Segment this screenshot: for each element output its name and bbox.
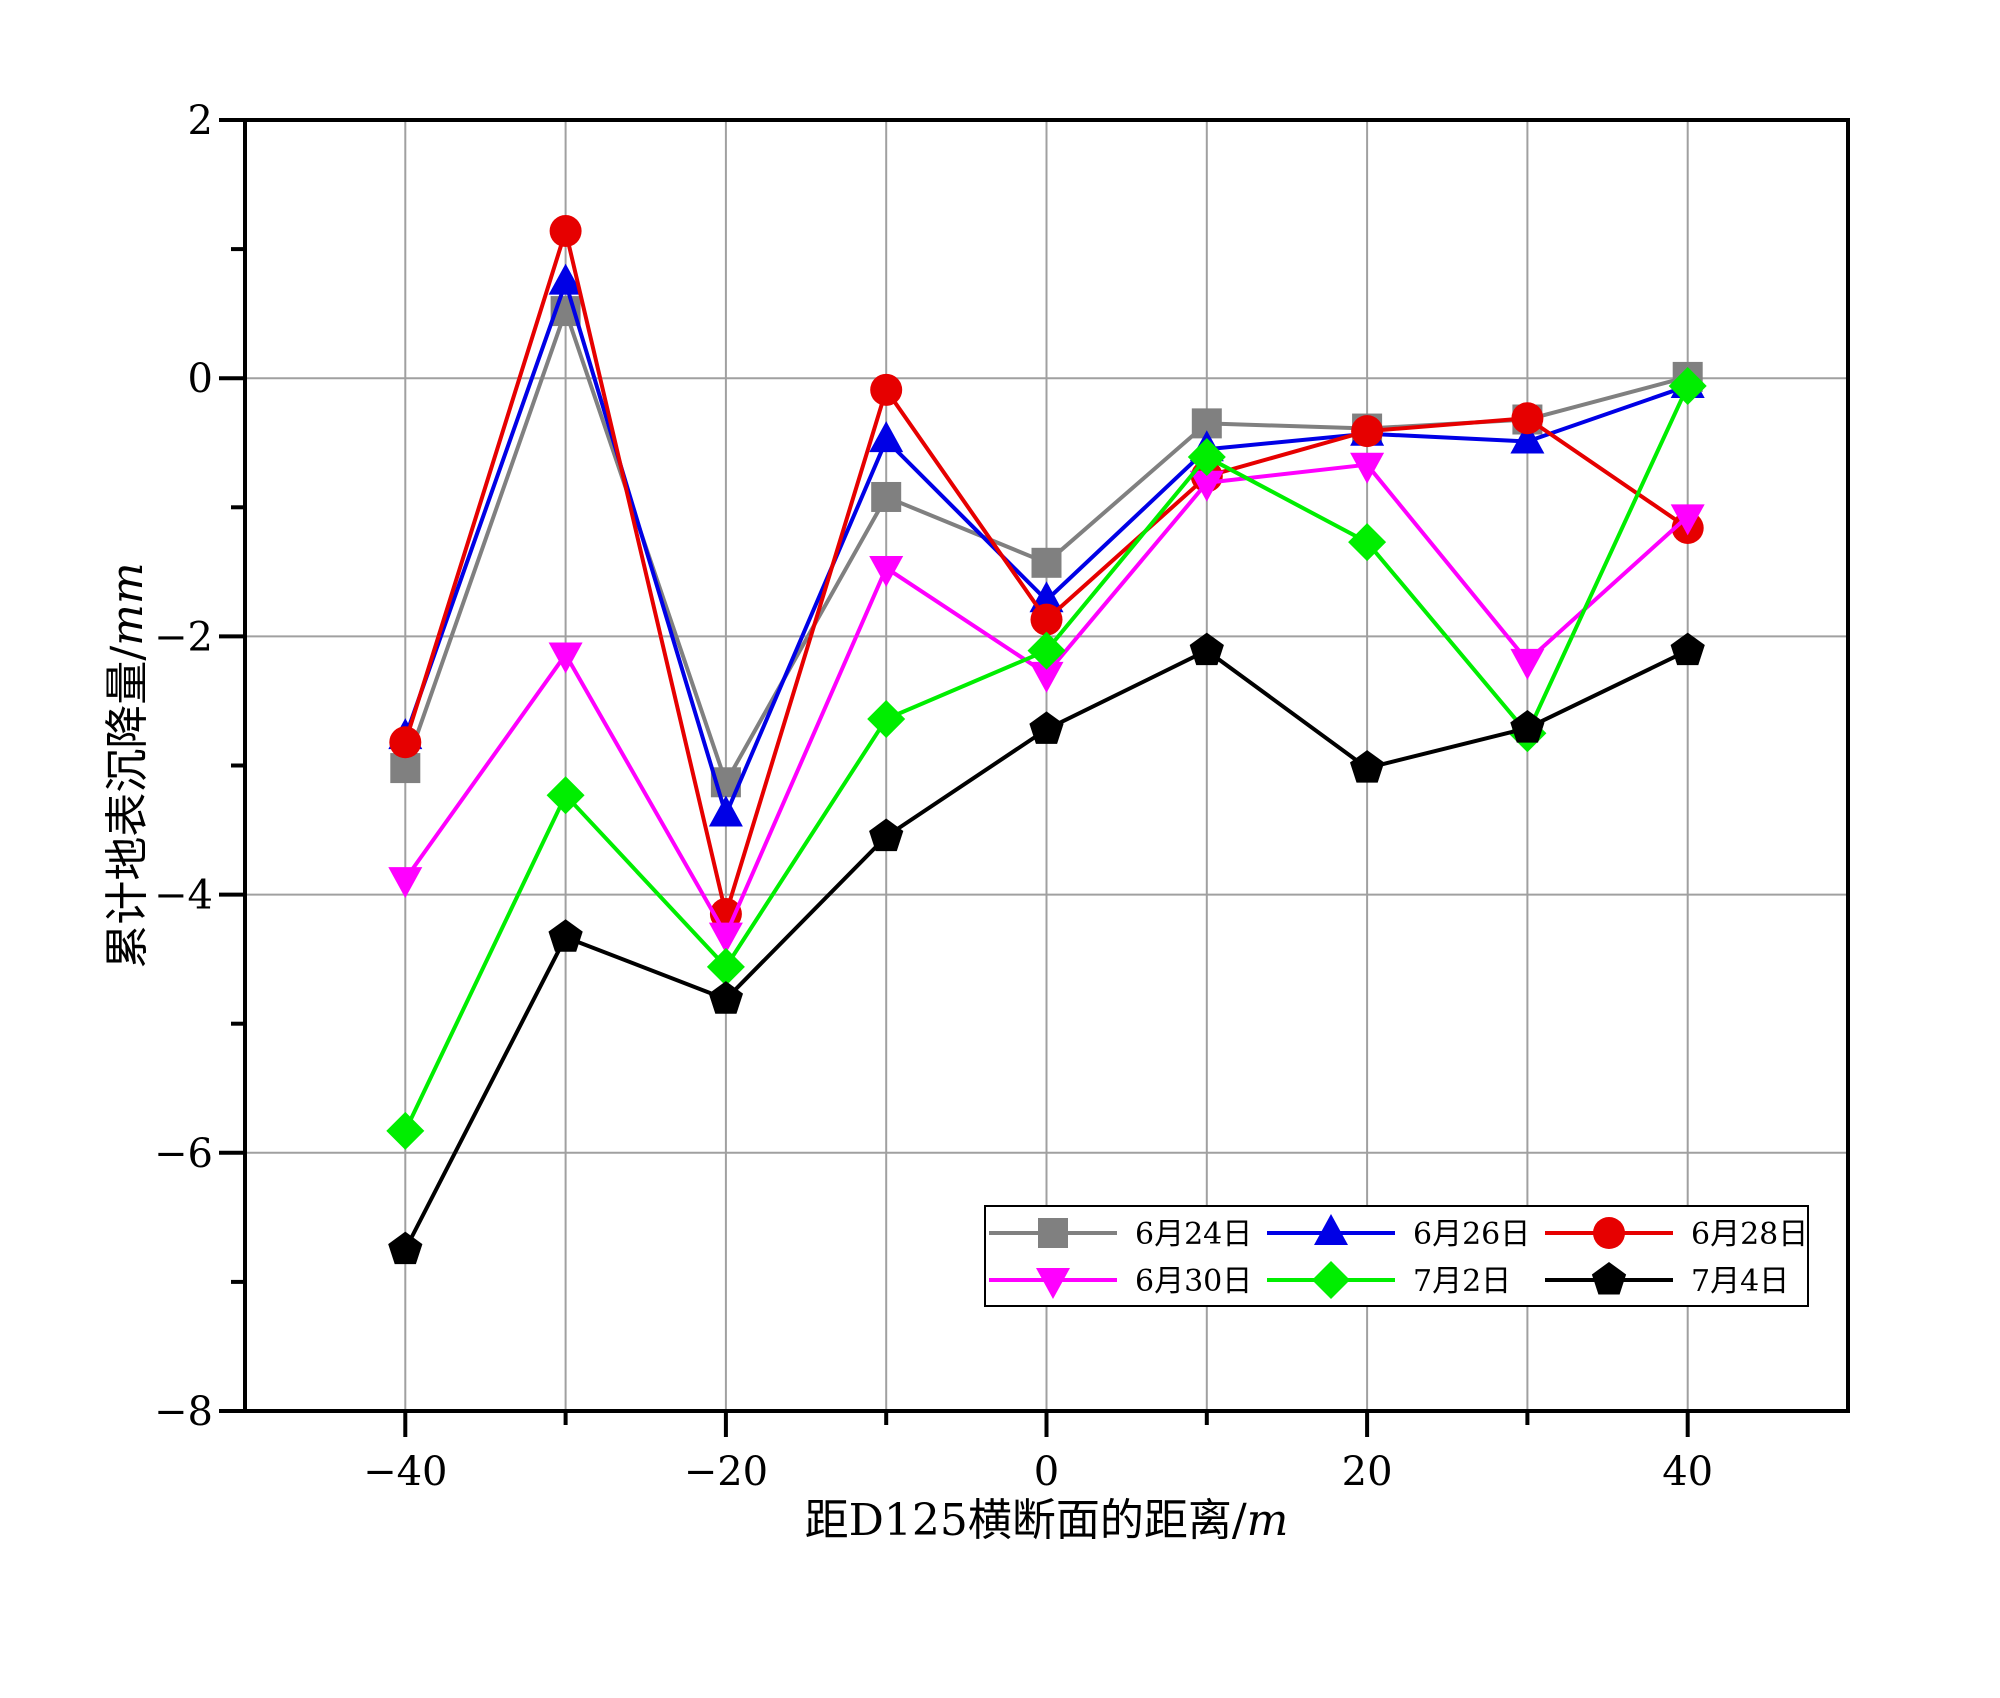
series-layer — [386, 215, 1707, 1265]
data-point — [1511, 402, 1544, 435]
legend-label: 7月4日 — [1691, 1264, 1789, 1299]
data-point — [1027, 631, 1066, 670]
data-point — [706, 947, 745, 986]
data-point — [1510, 648, 1545, 680]
data-point — [1510, 710, 1545, 743]
legend-swatch-marker — [1591, 1262, 1627, 1295]
y-axis-title-unit: mm — [102, 562, 153, 645]
data-point — [1029, 661, 1064, 693]
data-point — [548, 919, 583, 952]
data-point — [1030, 603, 1063, 636]
data-point — [1348, 523, 1387, 562]
data-point — [546, 776, 585, 815]
legend-label: 6月26日 — [1413, 1217, 1530, 1252]
y-tick-label: −6 — [154, 1131, 213, 1177]
data-point — [869, 555, 904, 587]
legend-label: 6月24日 — [1135, 1217, 1252, 1252]
y-tick-label: 2 — [188, 98, 213, 144]
legend-label: 6月30日 — [1135, 1264, 1252, 1299]
x-axis-title-text: 距D125横断面的距离/ — [805, 1495, 1247, 1546]
legend-item: 7月4日 — [1545, 1262, 1789, 1299]
legend-swatch-marker — [1312, 1261, 1350, 1299]
legend-swatch-marker — [1314, 1214, 1348, 1245]
data-point — [1670, 504, 1705, 536]
axes: −40 −20 0 20 40−8−6−4−202 — [154, 98, 1713, 1495]
legend-item: 6月26日 — [1267, 1214, 1530, 1252]
data-point — [1351, 415, 1384, 448]
data-point — [1189, 632, 1224, 666]
x-tick-label: 0 — [1034, 1449, 1059, 1495]
data-point — [1029, 711, 1064, 744]
data-point — [869, 818, 904, 852]
data-point — [1510, 422, 1545, 454]
legend-item: 6月24日 — [989, 1217, 1252, 1252]
data-point — [708, 795, 743, 827]
legend-label: 7月2日 — [1413, 1264, 1511, 1299]
legend-item: 7月2日 — [1267, 1261, 1511, 1299]
data-point — [549, 215, 582, 248]
series-3 — [388, 452, 1705, 954]
data-point — [869, 421, 904, 453]
data-point — [1670, 632, 1705, 666]
y-tick-label: −8 — [154, 1389, 213, 1435]
data-point — [386, 1111, 425, 1150]
data-point — [1187, 437, 1226, 476]
x-axis-title: 距D125横断面的距离/m — [805, 1495, 1289, 1546]
data-point — [1031, 547, 1062, 578]
legend-label: 6月28日 — [1691, 1217, 1808, 1252]
legend-swatch-marker — [1038, 1218, 1068, 1248]
x-tick-label: 20 — [1342, 1449, 1393, 1495]
data-point — [548, 263, 583, 295]
data-point — [388, 867, 423, 899]
legend-box — [984, 1205, 1809, 1307]
y-tick-label: −2 — [154, 614, 213, 660]
data-point — [870, 373, 903, 406]
data-point — [1189, 470, 1224, 502]
legend-swatch-marker — [1036, 1268, 1070, 1299]
x-tick-label: −20 — [684, 1449, 768, 1495]
data-point — [388, 1231, 423, 1265]
y-axis-title: 累计地表沉降量/mm — [102, 562, 153, 968]
data-point — [708, 922, 743, 954]
data-point — [548, 642, 583, 674]
data-point — [1349, 750, 1385, 783]
legend-item: 6月28日 — [1545, 1217, 1808, 1252]
legend-swatch-marker — [1593, 1217, 1625, 1249]
data-point — [867, 700, 906, 739]
data-point — [1350, 452, 1385, 484]
data-point — [871, 481, 902, 512]
legend-item: 6月30日 — [989, 1264, 1252, 1299]
x-tick-label: −40 — [363, 1449, 447, 1495]
x-axis-title-unit: m — [1247, 1495, 1289, 1546]
data-point — [708, 981, 744, 1014]
legend: 6月24日 6月26日 6月28日 6月30日 7月2日 7月4日 — [984, 1205, 1809, 1307]
data-point — [389, 726, 422, 759]
y-axis-title-text: 累计地表沉降量/ — [102, 646, 153, 969]
series-5 — [388, 632, 1705, 1265]
x-tick-label: 40 — [1662, 1449, 1713, 1495]
data-point — [1668, 366, 1707, 405]
y-tick-label: −4 — [154, 873, 213, 919]
y-tick-label: 0 — [188, 356, 213, 402]
